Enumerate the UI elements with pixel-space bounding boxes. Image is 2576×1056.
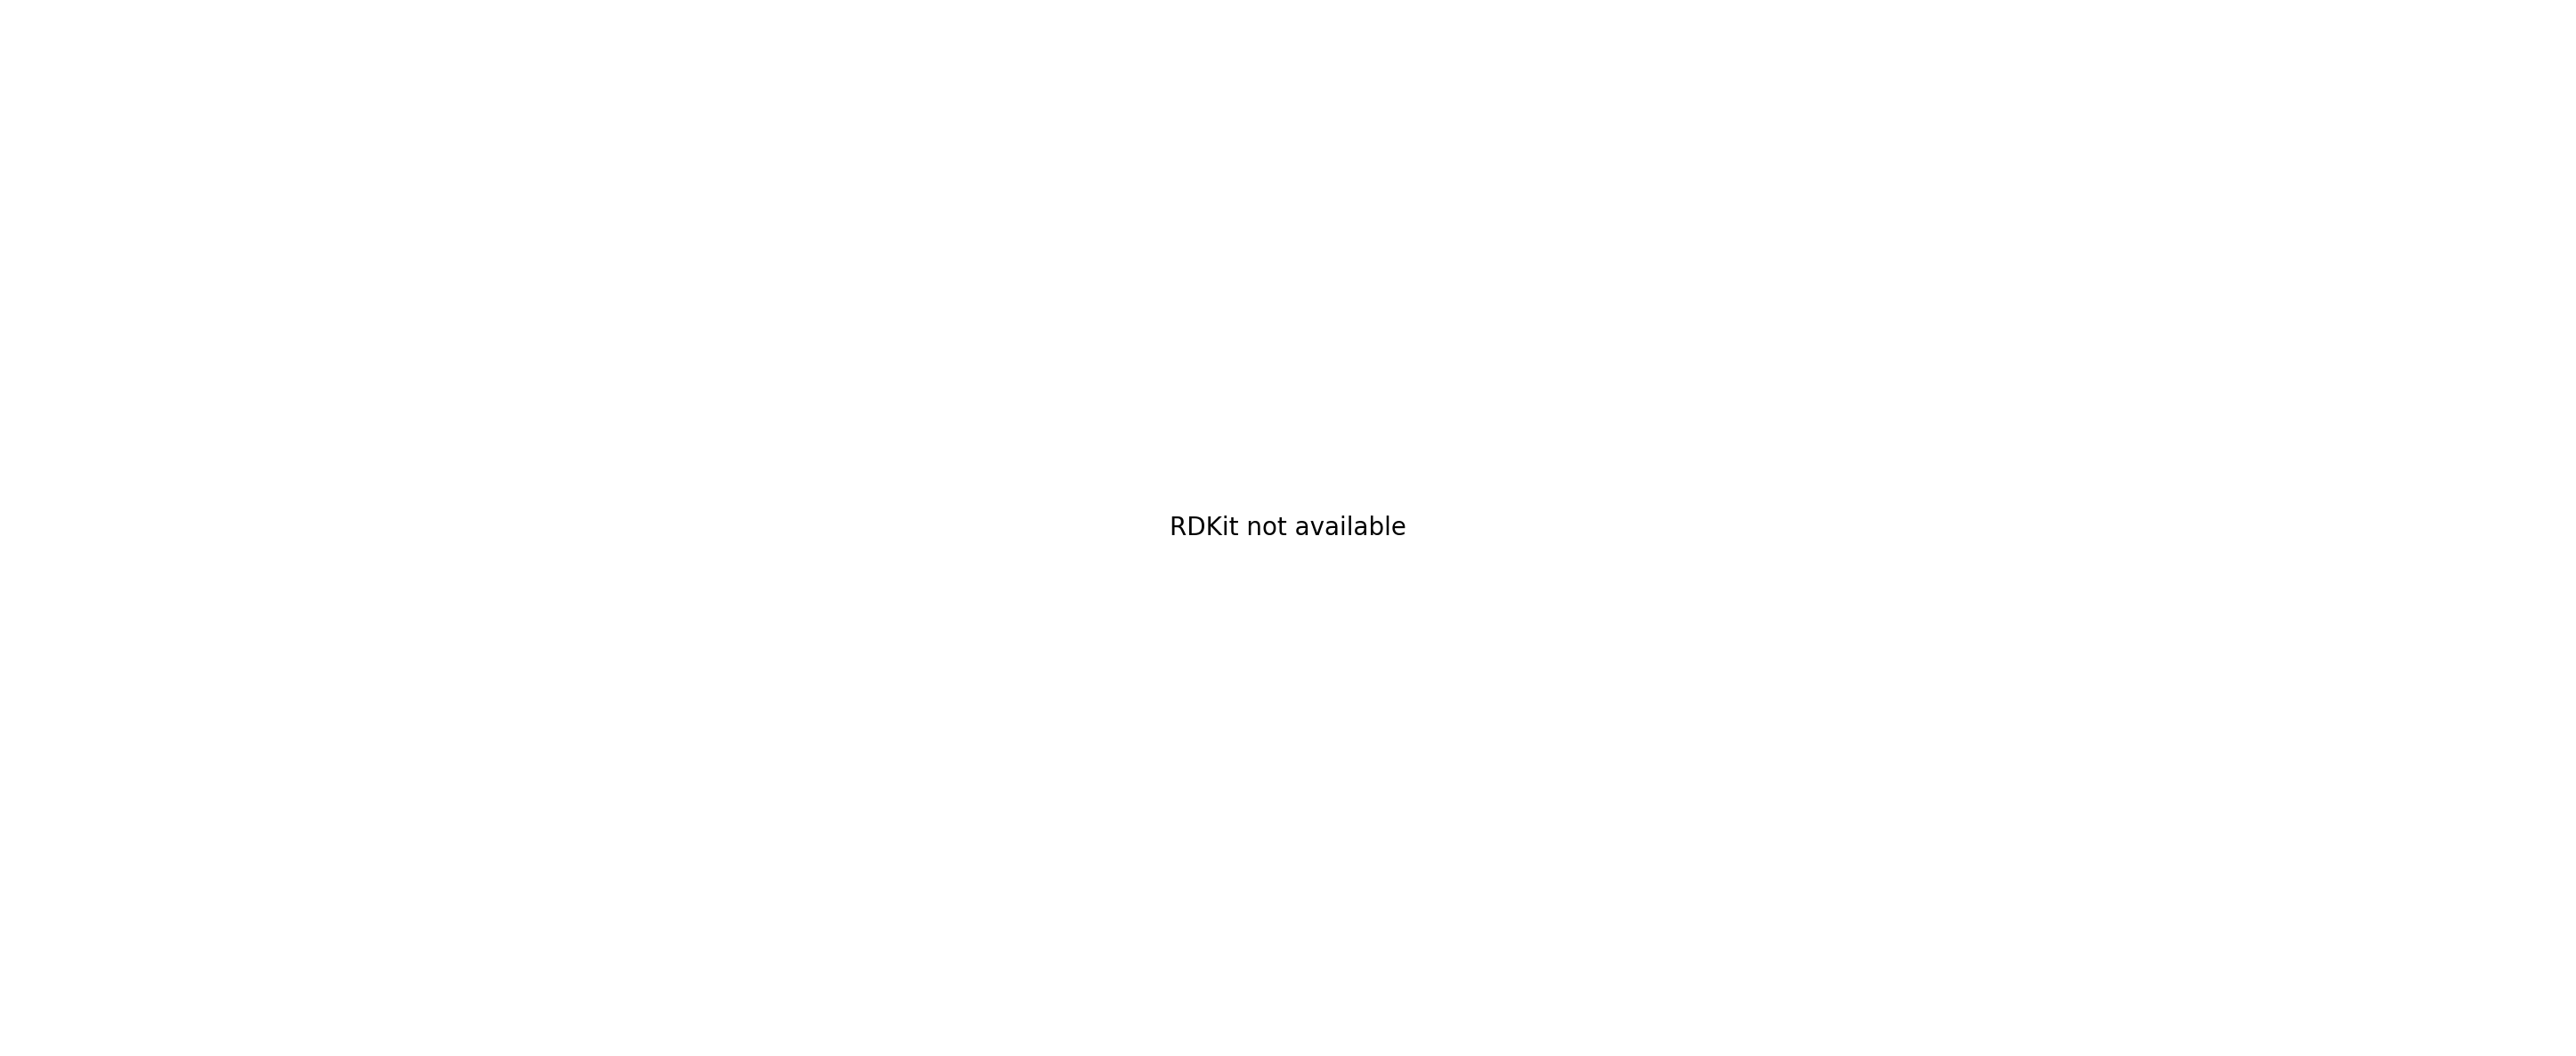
- Text: RDKit not available: RDKit not available: [1170, 515, 1406, 541]
